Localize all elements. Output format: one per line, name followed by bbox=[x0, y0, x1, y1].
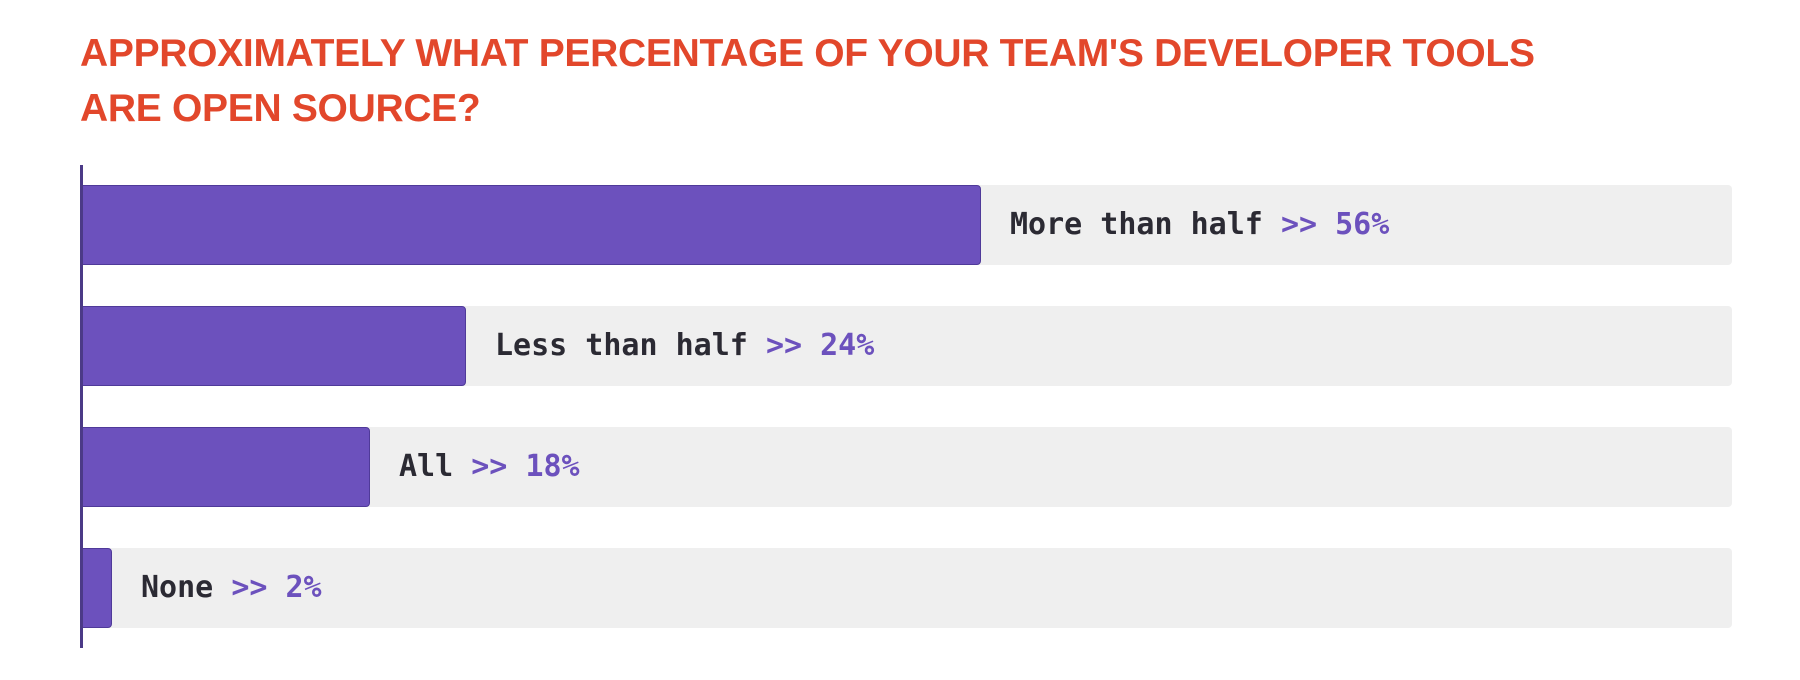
label-separator: >> bbox=[765, 328, 803, 363]
category-label: None bbox=[141, 570, 214, 605]
value-label: 24% bbox=[820, 328, 875, 363]
y-axis-line bbox=[80, 165, 83, 648]
bar-label: More than half >> 56% bbox=[1010, 185, 1389, 265]
bar-label: Less than half >> 24% bbox=[495, 306, 874, 386]
bar-label: All >> 18% bbox=[399, 427, 580, 507]
value-label: 56% bbox=[1335, 207, 1390, 242]
bar-row: Less than half >> 24% bbox=[80, 306, 1732, 386]
label-separator: >> bbox=[231, 570, 268, 605]
label-separator: >> bbox=[471, 449, 508, 484]
bar-chart: More than half >> 56% Less than half >> 2… bbox=[80, 165, 1732, 648]
bar-row: None >> 2% bbox=[80, 548, 1732, 628]
bar-row: More than half >> 56% bbox=[80, 185, 1732, 265]
bar bbox=[80, 306, 466, 386]
bar-row: All >> 18% bbox=[80, 427, 1732, 507]
category-label: More than half bbox=[1010, 207, 1263, 242]
chart-title: APPROXIMATELY WHAT PERCENTAGE OF YOUR TE… bbox=[80, 32, 1535, 130]
bar-track bbox=[80, 548, 1732, 628]
bar bbox=[80, 548, 112, 628]
bar bbox=[80, 185, 981, 265]
value-label: 2% bbox=[285, 570, 322, 605]
bar bbox=[80, 427, 370, 507]
category-label: All bbox=[399, 449, 454, 484]
category-label: Less than half bbox=[495, 328, 748, 363]
label-separator: >> bbox=[1280, 207, 1318, 242]
bar-label: None >> 2% bbox=[141, 548, 322, 628]
value-label: 18% bbox=[525, 449, 580, 484]
